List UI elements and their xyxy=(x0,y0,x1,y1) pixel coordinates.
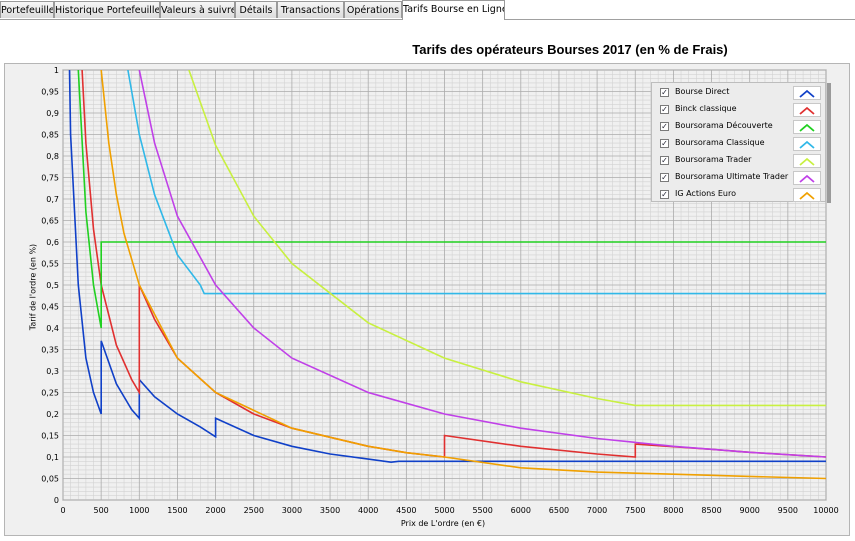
legend-item-binck-classique: ✓ Binck classique xyxy=(652,102,827,119)
legend-swatch[interactable] xyxy=(793,103,821,117)
x-tick-label: 3500 xyxy=(320,506,340,515)
x-axis-label: Prix de L'ordre (en €) xyxy=(400,519,486,528)
x-tick-label: 9000 xyxy=(740,506,760,515)
y-tick-label: 0,4 xyxy=(46,324,59,333)
tab-transactions[interactable]: Transactions xyxy=(277,1,344,18)
legend-swatch[interactable] xyxy=(793,188,821,202)
legend-item-boursorama-classique: ✓ Boursorama Classique xyxy=(652,136,827,153)
legend-checkbox[interactable]: ✓ xyxy=(660,122,669,131)
y-tick-label: 0,6 xyxy=(46,238,59,247)
legend-label: Boursorama Découverte xyxy=(675,121,773,130)
legend-label: Boursorama Classique xyxy=(675,138,765,147)
y-axis-label: Tarif de l'ordre (en %) xyxy=(28,243,38,331)
legend-swatch[interactable] xyxy=(793,120,821,134)
tab-tarifs-bourse-en-ligne[interactable]: Tarifs Bourse en Ligne xyxy=(402,0,505,20)
series-line-boursorama-decouverte xyxy=(77,70,826,329)
x-tick-label: 5500 xyxy=(472,506,492,515)
legend-item-boursorama-ultimate-trader: ✓ Boursorama Ultimate Trader xyxy=(652,170,827,187)
legend-swatch[interactable] xyxy=(793,137,821,151)
legend-item-boursorama-trader: ✓ Boursorama Trader xyxy=(652,153,827,170)
legend-label: Bourse Direct xyxy=(675,87,730,96)
series-line-ig-actions-euro xyxy=(100,70,826,480)
x-tick-label: 0 xyxy=(60,506,65,515)
y-tick-label: 0,7 xyxy=(46,195,59,204)
legend-checkbox[interactable]: ✓ xyxy=(660,173,669,182)
legend-item-bourse-direct: ✓ Bourse Direct xyxy=(652,85,827,102)
legend-swatch[interactable] xyxy=(793,154,821,168)
x-tick-label: 9500 xyxy=(778,506,798,515)
legend-label: Binck classique xyxy=(675,104,737,113)
y-tick-label: 0,85 xyxy=(41,131,59,140)
y-tick-label: 0,5 xyxy=(46,281,59,290)
legend-checkbox[interactable]: ✓ xyxy=(660,139,669,148)
legend-swatch[interactable] xyxy=(793,171,821,185)
tab-valeurs-a-suivre[interactable]: Valeurs à suivre xyxy=(160,1,235,18)
y-tick-label: 0,9 xyxy=(46,109,59,118)
x-tick-label: 2000 xyxy=(205,506,225,515)
x-tick-label: 500 xyxy=(94,506,109,515)
x-tick-label: 4000 xyxy=(358,506,378,515)
y-tick-label: 0 xyxy=(54,496,59,505)
tab-bar: Portefeuille Historique Portefeuille Val… xyxy=(0,0,855,20)
x-tick-label: 1000 xyxy=(129,506,149,515)
legend-checkbox[interactable]: ✓ xyxy=(660,156,669,165)
x-tick-label: 4500 xyxy=(396,506,416,515)
y-tick-label: 0,15 xyxy=(41,432,59,441)
y-tick-label: 0,1 xyxy=(46,453,59,462)
legend-item-boursorama-decouverte: ✓ Boursorama Découverte xyxy=(652,119,827,136)
series-line-bourse-direct xyxy=(68,70,826,464)
y-tick-label: 0,55 xyxy=(41,260,59,269)
x-tick-label: 10000 xyxy=(813,506,838,515)
legend-scrollbar[interactable] xyxy=(827,83,831,203)
x-tick-label: 2500 xyxy=(244,506,264,515)
tab-historique-portefeuille[interactable]: Historique Portefeuille xyxy=(54,1,160,18)
legend-checkbox[interactable]: ✓ xyxy=(660,88,669,97)
legend-checkbox[interactable]: ✓ xyxy=(660,105,669,114)
x-tick-label: 6000 xyxy=(511,506,531,515)
x-tick-label: 1500 xyxy=(167,506,187,515)
legend-checkbox[interactable]: ✓ xyxy=(660,190,669,199)
series-line-boursorama-ultimate-trader xyxy=(138,70,826,458)
x-tick-label: 8000 xyxy=(663,506,683,515)
y-tick-label: 0,75 xyxy=(41,174,59,183)
y-tick-label: 0,2 xyxy=(46,410,59,419)
legend-label: Boursorama Ultimate Trader xyxy=(675,172,789,181)
y-tick-label: 0,45 xyxy=(41,303,59,312)
chart-legend: ✓ Bourse Direct ✓ Binck classique ✓ Boursoram… xyxy=(651,82,831,204)
legend-swatch[interactable] xyxy=(793,86,821,100)
x-tick-label: 5000 xyxy=(434,506,454,515)
legend-label: IG Actions Euro xyxy=(675,189,736,198)
series-line-boursorama-trader xyxy=(188,70,826,407)
y-tick-label: 0,05 xyxy=(41,475,59,484)
tab-details[interactable]: Détails xyxy=(235,1,277,18)
legend-item-ig-actions-euro: ✓ IG Actions Euro xyxy=(652,187,827,204)
x-tick-label: 7000 xyxy=(587,506,607,515)
y-tick-label: 0,3 xyxy=(46,367,59,376)
tab-portefeuille[interactable]: Portefeuille xyxy=(0,1,54,18)
y-tick-label: 0,95 xyxy=(41,88,59,97)
y-tick-label: 0,8 xyxy=(46,152,59,161)
chart-title: Tarifs des opérateurs Bourses 2017 (en %… xyxy=(412,42,728,57)
y-tick-label: 1 xyxy=(54,66,59,75)
series-line-boursorama-classique xyxy=(127,70,826,295)
tab-operations[interactable]: Opérations xyxy=(344,1,402,18)
y-tick-label: 0,65 xyxy=(41,217,59,226)
x-tick-label: 3000 xyxy=(282,506,302,515)
x-tick-label: 6500 xyxy=(549,506,569,515)
x-tick-label: 8500 xyxy=(701,506,721,515)
x-tick-label: 7500 xyxy=(625,506,645,515)
y-tick-label: 0,25 xyxy=(41,389,59,398)
y-tick-label: 0,35 xyxy=(41,346,59,355)
series-line-binck-classique xyxy=(81,70,826,458)
legend-label: Boursorama Trader xyxy=(675,155,752,164)
